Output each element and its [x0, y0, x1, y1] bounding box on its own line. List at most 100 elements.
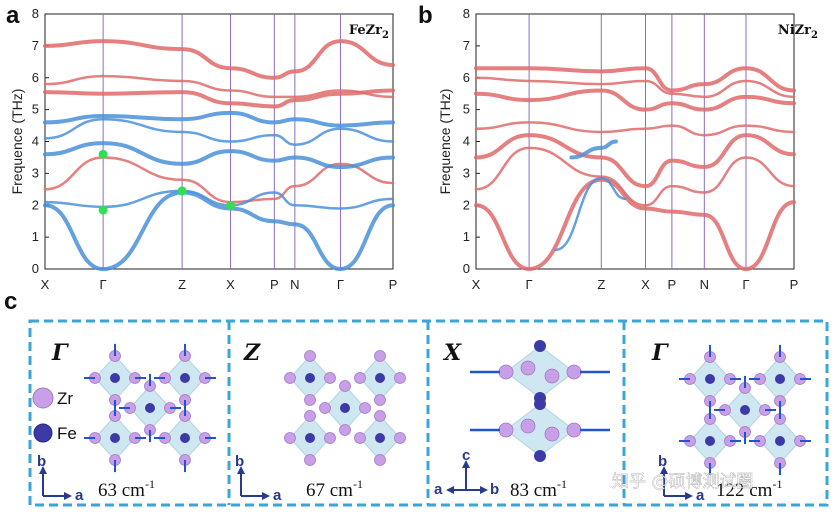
- fe-atom: [775, 436, 785, 446]
- zr-atom: [374, 454, 386, 466]
- y-tick-label: 6: [463, 70, 470, 85]
- mode-symbol: Γ: [651, 340, 669, 366]
- zr-atom: [284, 372, 296, 384]
- fe-atom: [305, 373, 315, 383]
- zr-atom: [394, 432, 406, 444]
- material-label: FeZr2: [349, 23, 389, 41]
- material-label: NiZr2: [778, 23, 818, 41]
- series-red-5: [474, 133, 796, 189]
- series-red-2: [43, 74, 395, 99]
- panel-label-c: c: [4, 288, 18, 315]
- zr-atom: [339, 424, 351, 436]
- zr-atom: [394, 372, 406, 384]
- y-tick-label: 6: [32, 70, 39, 85]
- mode-x-83: X c b a 83 cm-1: [434, 340, 610, 501]
- mode-point: [177, 186, 187, 196]
- fe-atom: [375, 433, 385, 443]
- mode-frequency: 122 cm-1: [716, 477, 782, 501]
- axis-label-v: c: [462, 447, 470, 464]
- zr-atom: [354, 372, 366, 384]
- series-red-3: [474, 88, 796, 112]
- y-tick-label: 2: [463, 197, 470, 212]
- y-tick-label: 4: [32, 134, 39, 149]
- zr-atom: [339, 380, 351, 392]
- zr-atom: [359, 402, 371, 414]
- mode-symbol: Γ: [51, 340, 69, 366]
- mode-frequency: 67 cm-1: [306, 477, 363, 501]
- fe-atom: [145, 403, 155, 413]
- zr-atom: [374, 350, 386, 362]
- series-red-1: [474, 66, 796, 93]
- zr-atom: [304, 394, 316, 406]
- series-blue-1: [554, 176, 627, 252]
- zr-atom: [566, 364, 582, 380]
- mode-panels: Γ b a 63 cm-1 Z b a: [28, 319, 829, 507]
- axis-label-h: a: [273, 487, 282, 504]
- x-tick-label: N: [290, 277, 299, 292]
- axis-indicator: b a: [37, 453, 84, 504]
- zr-atom: [520, 360, 536, 376]
- axis-label-v: b: [235, 453, 244, 470]
- x-tick-label: P: [270, 277, 279, 292]
- axis-indicator: b a: [235, 453, 282, 504]
- crystal-structure-2: [284, 350, 406, 466]
- crystal-structure-4: [679, 344, 811, 476]
- chart-nizr2: 0 1 2 3 4 5 6 7 8 X Γ Z X P N Γ P Frequence (THz) NiZr2: [437, 6, 818, 292]
- series-blue-1: [43, 110, 395, 128]
- axis-label-v: b: [658, 453, 667, 470]
- panel-label-b: b: [418, 2, 433, 29]
- x-tick-label: Γ: [337, 277, 344, 292]
- legend-fe: Fe: [57, 424, 77, 443]
- atom-legend: Zr Fe: [32, 387, 77, 443]
- y-tick-label: 1: [463, 229, 470, 244]
- x-tick-label: X: [472, 277, 481, 292]
- zr-atom: [498, 364, 514, 380]
- series-red-4: [474, 121, 796, 137]
- series-blue-2: [569, 139, 618, 160]
- axis-indicator: b a: [658, 453, 705, 504]
- polyhedron: [505, 345, 575, 399]
- mode-z-67: Z b a 67 cm-1: [235, 340, 406, 504]
- fe-atom: [180, 433, 190, 443]
- x-tick-label: Z: [597, 277, 605, 292]
- y-tick-label: 2: [32, 197, 39, 212]
- fe-atom-swatch: [33, 423, 53, 443]
- y-tick-label: 4: [463, 134, 470, 149]
- y-tick-label: 8: [463, 6, 470, 21]
- zr-atom: [544, 368, 560, 384]
- crystal-structure-3: [470, 340, 610, 462]
- series-red-2: [474, 76, 796, 99]
- fe-atom: [534, 398, 546, 410]
- y-tick-label: 3: [463, 165, 470, 180]
- fe-atom: [705, 374, 715, 384]
- zr-atom: [520, 418, 536, 434]
- y-tick-label: 0: [32, 261, 39, 276]
- watermark: 知乎 @硕博测试圈: [612, 472, 753, 492]
- series-red-6: [474, 146, 796, 207]
- zr-atom: [498, 422, 514, 438]
- zr-atom: [374, 394, 386, 406]
- panel-label-a: a: [6, 2, 20, 29]
- y-tick-label: 1: [32, 229, 39, 244]
- axis-label-h2: a: [434, 481, 443, 498]
- y-tick-label: 7: [463, 38, 470, 53]
- fe-atom: [534, 450, 546, 462]
- mode-gamma-63: Γ b a 63 cm-1: [37, 340, 216, 504]
- zr-atom: [324, 432, 336, 444]
- y-axis-title: Frequence (THz): [9, 89, 25, 195]
- fe-atom: [775, 374, 785, 384]
- mode-frequency: 63 cm-1: [98, 477, 155, 501]
- fe-atom: [375, 373, 385, 383]
- y-tick-label: 7: [32, 38, 39, 53]
- zr-atom: [304, 350, 316, 362]
- fe-atom: [740, 405, 750, 415]
- fe-atom: [110, 373, 120, 383]
- x-tick-label: X: [41, 277, 50, 292]
- fe-atom: [305, 433, 315, 443]
- x-tick-label: X: [226, 277, 235, 292]
- x-tick-label: Γ: [100, 277, 107, 292]
- axis-label-h: a: [75, 487, 84, 504]
- zr-atom: [324, 372, 336, 384]
